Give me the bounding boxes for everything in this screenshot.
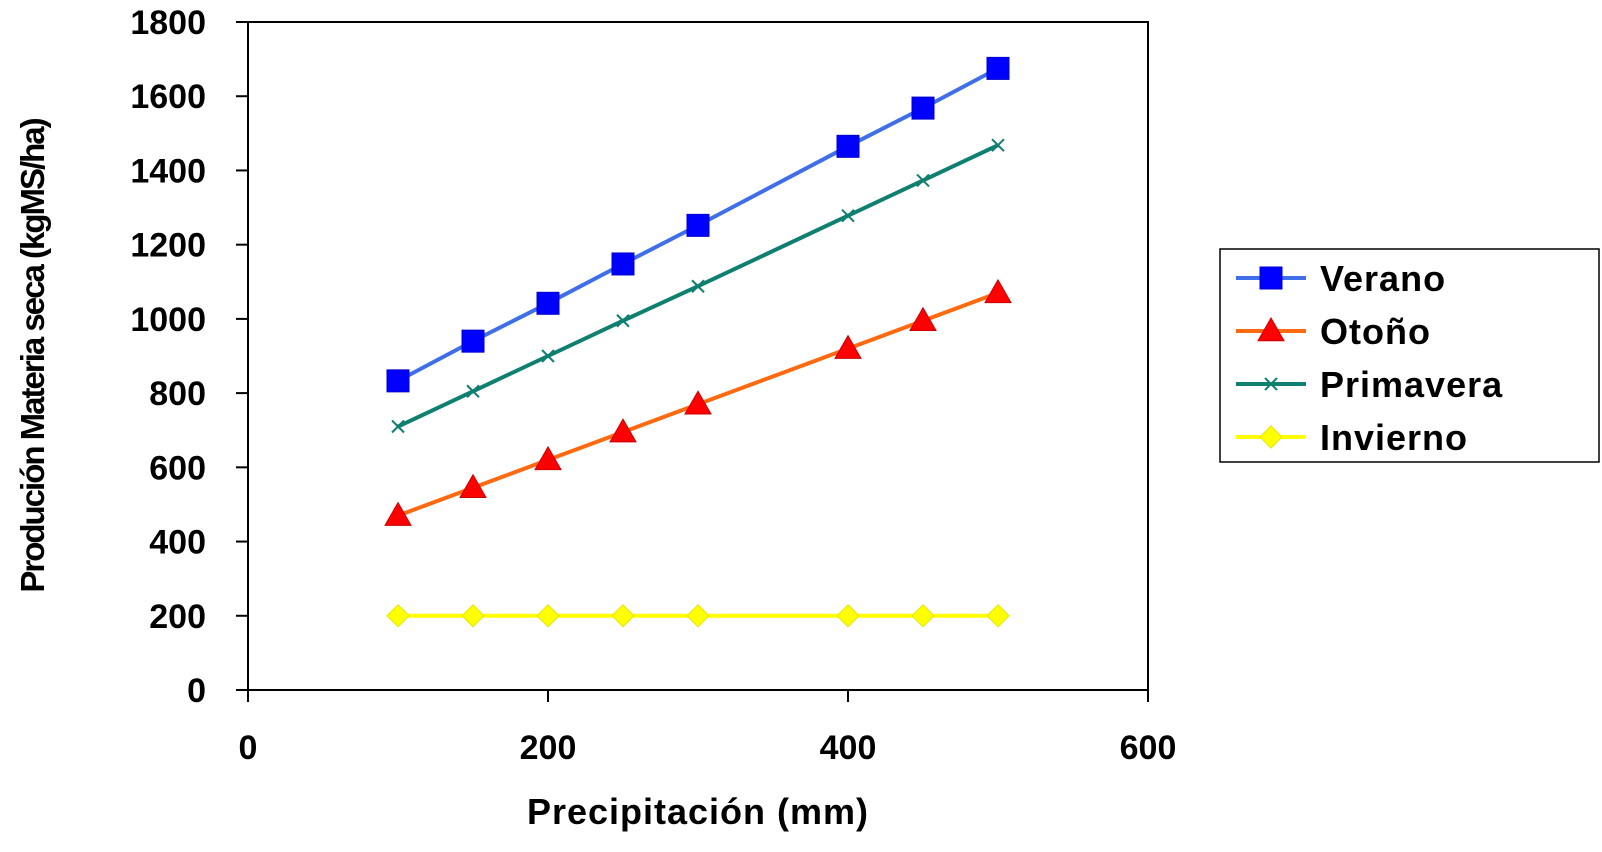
y-axis-ticks: 0 200 400 600 800 1000 1200 1400 1600 1800 bbox=[130, 4, 248, 710]
x-tick-label: 0 bbox=[239, 729, 258, 767]
legend-marker-primavera bbox=[1264, 377, 1278, 391]
y-tick-label: 400 bbox=[149, 524, 206, 562]
data-point-oto-o bbox=[534, 445, 562, 471]
legend: Verano Otoño Primavera Invierno bbox=[1219, 248, 1600, 463]
data-point-invierno bbox=[911, 604, 935, 628]
data-point-oto-o bbox=[834, 334, 862, 359]
data-point-verano bbox=[836, 134, 860, 158]
y-tick-label: 200 bbox=[149, 598, 206, 636]
y-tick-label: 1000 bbox=[130, 301, 206, 339]
data-point-invierno bbox=[611, 604, 635, 628]
data-point-primavera bbox=[541, 349, 555, 363]
data-point-oto-o bbox=[909, 306, 937, 331]
y-tick-label: 1200 bbox=[130, 227, 206, 265]
data-point-verano bbox=[986, 56, 1010, 80]
data-point-oto-o bbox=[459, 473, 487, 498]
data-point-invierno bbox=[461, 604, 485, 628]
legend-item-primavera: Primavera bbox=[1236, 364, 1503, 405]
legend-label: Otoño bbox=[1320, 311, 1431, 352]
x-tick-label: 600 bbox=[1120, 729, 1177, 767]
data-point-oto-o bbox=[609, 418, 637, 443]
plot-area bbox=[247, 21, 1149, 691]
legend-marker-invierno bbox=[1259, 425, 1283, 449]
data-point-invierno bbox=[686, 604, 710, 628]
data-point-primavera bbox=[391, 419, 405, 434]
x-tick-label: 400 bbox=[820, 729, 877, 767]
series-line-verano bbox=[397, 66, 999, 383]
series-primavera bbox=[391, 138, 1005, 434]
data-point-invierno bbox=[836, 604, 860, 628]
data-point-verano bbox=[536, 291, 560, 315]
y-tick-label: 1600 bbox=[130, 78, 206, 116]
x-tick-label: 200 bbox=[520, 729, 577, 767]
data-point-invierno bbox=[986, 604, 1010, 628]
series-line-primavera bbox=[397, 143, 999, 429]
series-oto-o bbox=[384, 278, 1012, 526]
data-point-oto-o bbox=[384, 501, 412, 526]
data-point-primavera bbox=[841, 209, 855, 223]
data-point-primavera bbox=[916, 173, 930, 188]
data-point-verano bbox=[386, 369, 410, 393]
series-verano bbox=[386, 56, 1010, 393]
y-axis-label: Produción Materia seca (kgMS/ha) bbox=[14, 118, 51, 592]
legend-label: Verano bbox=[1320, 258, 1446, 299]
data-point-verano bbox=[911, 96, 935, 120]
legend-item-oto-o: Otoño bbox=[1236, 311, 1431, 352]
y-tick-label: 1400 bbox=[130, 152, 206, 190]
data-point-primavera bbox=[991, 138, 1005, 152]
data-point-verano bbox=[611, 252, 635, 276]
series-line-oto-o bbox=[397, 291, 999, 518]
legend-label: Invierno bbox=[1320, 417, 1468, 458]
data-point-primavera bbox=[466, 384, 480, 398]
data-point-invierno bbox=[386, 604, 410, 628]
data-point-oto-o bbox=[684, 390, 712, 415]
data-point-verano bbox=[461, 329, 485, 353]
y-tick-label: 1800 bbox=[130, 4, 206, 42]
y-tick-label: 0 bbox=[187, 672, 206, 710]
data-point-invierno bbox=[536, 604, 560, 628]
legend-items: Verano Otoño Primavera Invierno bbox=[1236, 258, 1503, 458]
legend-label: Primavera bbox=[1320, 364, 1503, 405]
legend-item-invierno: Invierno bbox=[1236, 417, 1468, 458]
legend-marker-verano bbox=[1259, 266, 1283, 290]
x-axis-ticks: 0 200 400 600 bbox=[239, 690, 1177, 767]
series-invierno bbox=[386, 604, 1010, 628]
legend-marker-oto-o bbox=[1257, 316, 1285, 342]
series-layer bbox=[384, 56, 1012, 628]
data-point-primavera bbox=[691, 279, 705, 293]
x-axis-label: Precipitación (mm) bbox=[527, 791, 869, 832]
y-tick-label: 800 bbox=[149, 375, 206, 413]
data-point-verano bbox=[686, 213, 710, 237]
data-point-primavera bbox=[616, 314, 630, 328]
data-point-oto-o bbox=[984, 278, 1012, 304]
legend-item-verano: Verano bbox=[1236, 258, 1446, 299]
y-tick-label: 600 bbox=[149, 449, 206, 487]
legend-box bbox=[1219, 248, 1600, 463]
